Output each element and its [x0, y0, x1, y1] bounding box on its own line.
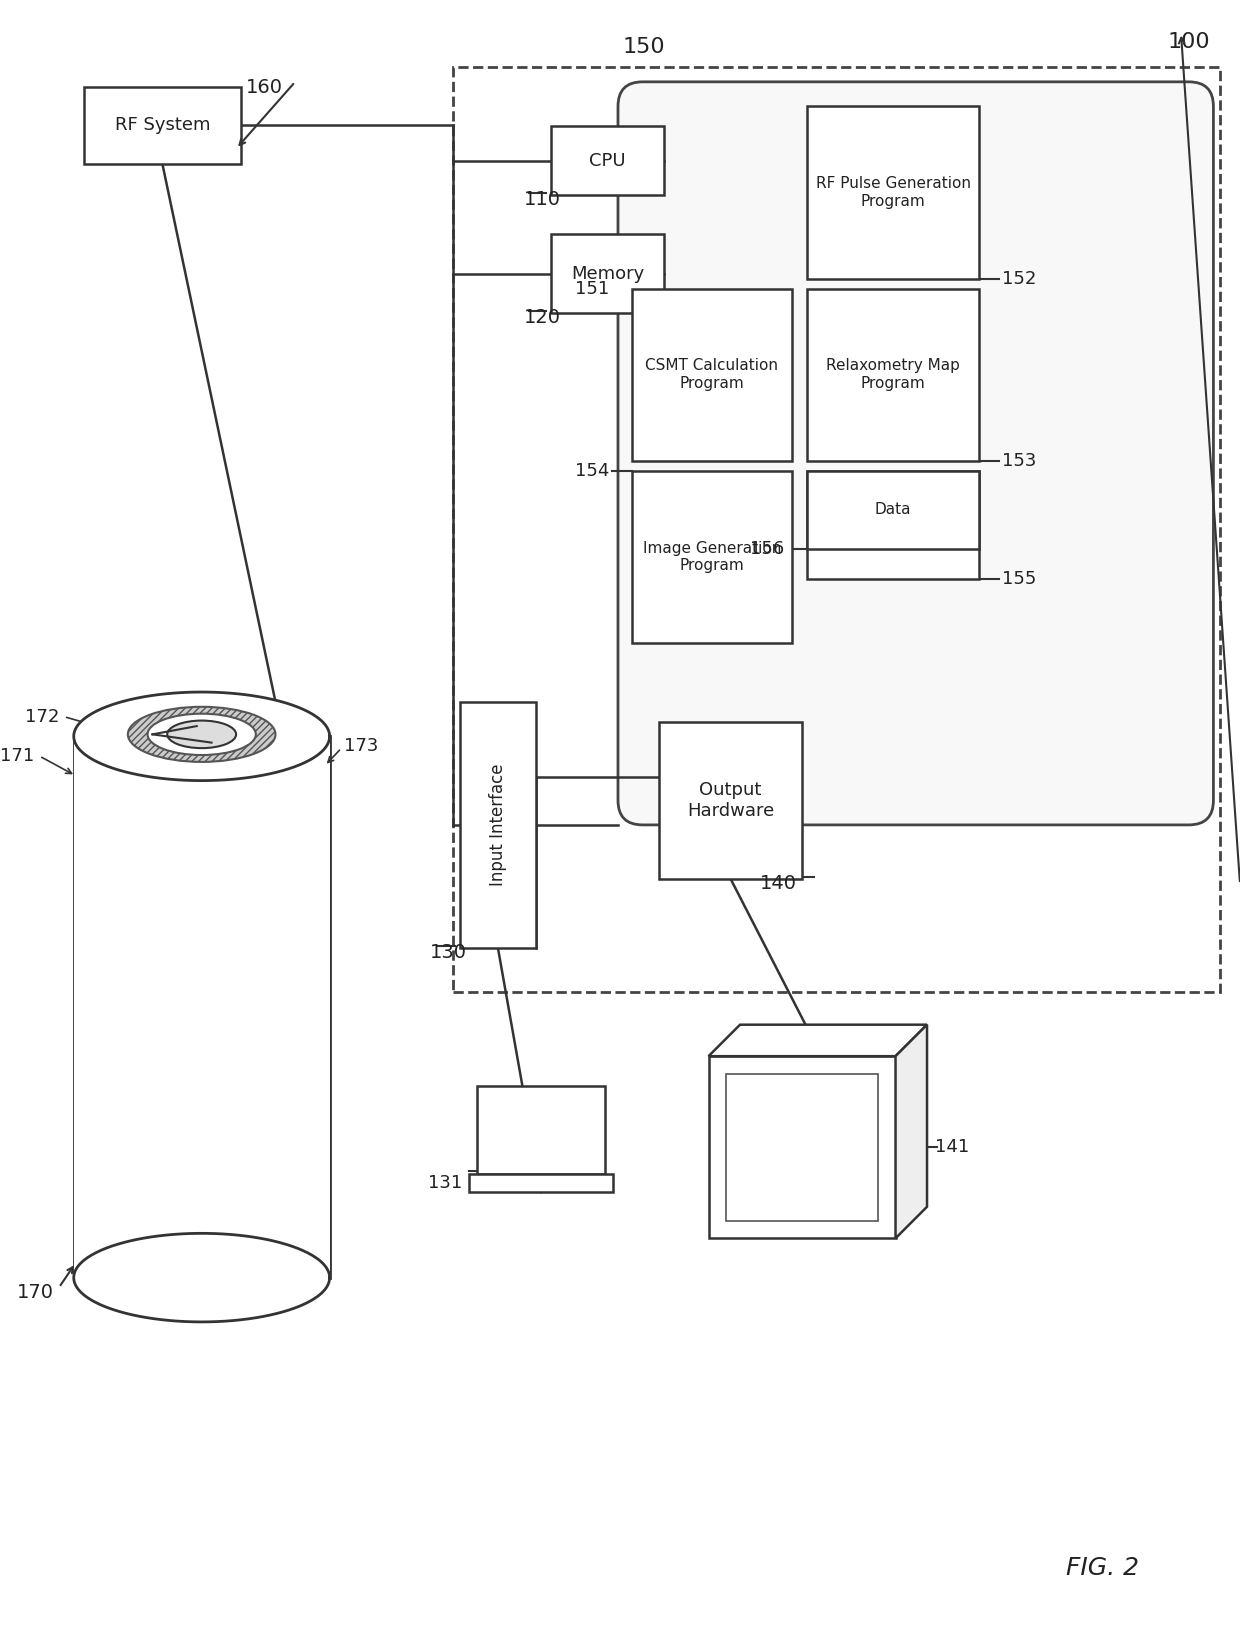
- Polygon shape: [73, 692, 330, 781]
- Text: Input Interface: Input Interface: [489, 763, 507, 886]
- Text: 131: 131: [428, 1174, 463, 1192]
- Text: 120: 120: [523, 308, 560, 327]
- Text: 154: 154: [575, 462, 609, 480]
- Polygon shape: [895, 1025, 928, 1238]
- Text: 150: 150: [622, 38, 666, 57]
- FancyBboxPatch shape: [460, 702, 537, 948]
- FancyBboxPatch shape: [727, 1074, 878, 1221]
- FancyBboxPatch shape: [631, 288, 792, 460]
- FancyBboxPatch shape: [470, 1174, 613, 1192]
- Text: RF System: RF System: [114, 116, 210, 134]
- Polygon shape: [708, 1025, 928, 1056]
- Text: 153: 153: [1002, 452, 1037, 470]
- Text: 174: 174: [255, 707, 290, 725]
- FancyBboxPatch shape: [631, 470, 792, 643]
- FancyBboxPatch shape: [83, 87, 241, 164]
- Text: 110: 110: [523, 190, 560, 210]
- Text: 141: 141: [935, 1138, 970, 1156]
- FancyBboxPatch shape: [807, 470, 980, 579]
- FancyBboxPatch shape: [618, 82, 1214, 825]
- Polygon shape: [73, 1233, 330, 1323]
- Text: 170: 170: [17, 1283, 55, 1301]
- FancyBboxPatch shape: [807, 106, 980, 278]
- Text: 140: 140: [760, 874, 797, 894]
- Text: Control Program: Control Program: [831, 517, 956, 532]
- Text: Memory: Memory: [572, 265, 645, 283]
- Text: FIG. 2: FIG. 2: [1065, 1555, 1138, 1580]
- Text: 100: 100: [1168, 33, 1210, 52]
- FancyBboxPatch shape: [477, 1085, 605, 1174]
- Text: 152: 152: [1002, 270, 1037, 288]
- Text: Data: Data: [875, 503, 911, 517]
- Text: Image Generation
Program: Image Generation Program: [642, 540, 781, 573]
- Text: 155: 155: [1002, 570, 1037, 588]
- FancyBboxPatch shape: [660, 722, 802, 879]
- Text: CPU: CPU: [589, 152, 626, 170]
- FancyBboxPatch shape: [551, 126, 665, 195]
- FancyBboxPatch shape: [708, 1056, 895, 1238]
- Text: RF Pulse Generation
Program: RF Pulse Generation Program: [816, 177, 971, 210]
- Text: 172: 172: [25, 707, 60, 725]
- FancyBboxPatch shape: [551, 234, 665, 313]
- Text: 171: 171: [0, 746, 35, 764]
- Ellipse shape: [128, 707, 275, 761]
- Bar: [73, 737, 330, 1277]
- FancyBboxPatch shape: [807, 470, 980, 550]
- Text: Output
Hardware: Output Hardware: [687, 781, 774, 820]
- Text: 151: 151: [575, 280, 609, 298]
- Text: Relaxometry Map
Program: Relaxometry Map Program: [826, 359, 960, 391]
- Text: 173: 173: [345, 737, 378, 755]
- Text: 160: 160: [246, 77, 283, 97]
- FancyBboxPatch shape: [453, 67, 1220, 992]
- Ellipse shape: [148, 714, 255, 755]
- FancyBboxPatch shape: [807, 288, 980, 460]
- Text: 130: 130: [430, 943, 467, 963]
- Ellipse shape: [167, 720, 236, 748]
- Text: CSMT Calculation
Program: CSMT Calculation Program: [646, 359, 779, 391]
- Text: 156: 156: [750, 540, 785, 558]
